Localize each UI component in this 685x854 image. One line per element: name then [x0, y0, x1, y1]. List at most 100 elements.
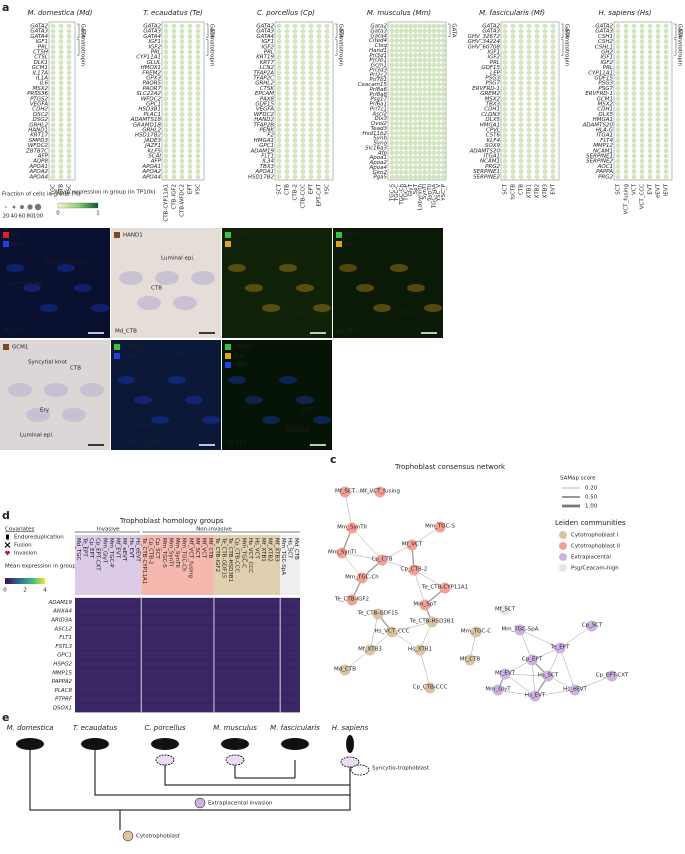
dot [276, 112, 282, 117]
dot [292, 122, 298, 128]
covariate-label: Fusion [14, 543, 32, 549]
dot [389, 101, 395, 107]
dot [436, 72, 441, 77]
bracket [674, 39, 677, 56]
dot [308, 148, 314, 154]
dot [284, 153, 290, 159]
dot [58, 101, 64, 107]
dot [417, 111, 423, 116]
micrograph [333, 228, 443, 338]
dot [526, 23, 532, 29]
column-label: XTB1 [527, 184, 533, 198]
tissue [117, 376, 135, 384]
bracket-label: GATA [677, 24, 683, 39]
dot [518, 153, 524, 159]
dot [308, 101, 314, 107]
dot [655, 80, 661, 86]
dot [408, 77, 413, 82]
dot [399, 43, 404, 48]
column-label: EPT [188, 183, 194, 194]
dot [431, 145, 437, 151]
gene-label: CSH1 [598, 34, 613, 40]
gene-label: Gata3 [370, 28, 387, 34]
stain-label: GPC1 [234, 233, 249, 239]
dot [422, 165, 427, 170]
column-label: Mm_GlyT [101, 538, 107, 564]
dot [510, 101, 516, 107]
dot [647, 49, 653, 55]
edge [391, 621, 433, 633]
dot [324, 101, 330, 107]
dot [542, 143, 548, 148]
gene-label: JADE3 [143, 138, 161, 144]
network-node [346, 522, 358, 534]
dot [431, 96, 437, 102]
dot [399, 106, 404, 112]
dot [526, 44, 532, 50]
column-label: Mm_TGC-P [108, 538, 114, 568]
dot [518, 28, 524, 34]
dot [413, 96, 418, 102]
dot [427, 174, 432, 180]
dot [324, 174, 330, 180]
dot [300, 96, 306, 102]
dot [631, 91, 637, 96]
gene-label: AQP8 [32, 159, 48, 165]
dot [550, 34, 556, 39]
edge [559, 647, 576, 691]
dot [195, 96, 201, 102]
dot [179, 158, 185, 164]
dot [542, 28, 548, 34]
dot [408, 101, 413, 107]
network-node [492, 684, 504, 696]
dot [441, 155, 446, 160]
stain-swatch [336, 241, 342, 247]
dot [292, 132, 298, 138]
column-label: TGC-P [404, 183, 410, 201]
group-band [75, 535, 142, 595]
dot [389, 48, 395, 53]
dot [647, 65, 653, 70]
dot [50, 91, 56, 96]
dot [417, 126, 423, 131]
dot [631, 34, 637, 39]
dot [399, 155, 404, 160]
dot [655, 96, 661, 102]
dot [623, 153, 629, 159]
dot [615, 148, 621, 154]
legend-swatch [559, 564, 567, 572]
dot [300, 164, 306, 169]
dot [66, 117, 72, 122]
caption: Md_TGC [4, 329, 27, 335]
dot [518, 96, 524, 102]
dot [422, 92, 427, 97]
gene-label: SOX9 [485, 143, 500, 149]
dot [50, 112, 56, 117]
dot [422, 38, 427, 43]
legend-dot [20, 205, 24, 209]
dot [284, 169, 290, 174]
dot [292, 96, 298, 102]
dot [542, 60, 548, 65]
gene-label: ITGA1 [483, 154, 500, 160]
dot [639, 169, 645, 174]
dot [292, 44, 298, 50]
dot [399, 33, 404, 38]
dot [187, 112, 193, 117]
dot [431, 53, 437, 58]
dot [623, 39, 629, 44]
dot [163, 153, 169, 159]
dot [631, 65, 637, 70]
network-node [336, 547, 348, 559]
silhouette [151, 738, 179, 750]
dot [58, 49, 64, 55]
dot [655, 106, 661, 112]
dot [316, 101, 322, 107]
dot [399, 145, 404, 151]
dot [66, 34, 72, 39]
column-label: EPT [309, 183, 315, 194]
dot [324, 39, 330, 44]
dot [647, 39, 653, 44]
dot [50, 158, 56, 164]
dot [399, 48, 404, 53]
